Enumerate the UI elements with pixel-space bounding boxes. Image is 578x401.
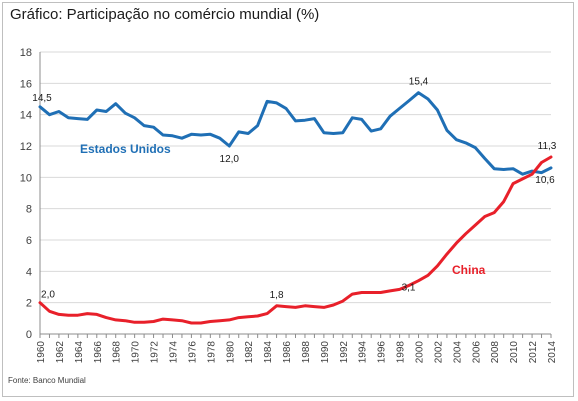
y-tick-label: 4: [26, 266, 32, 278]
x-tick-label: 1980: [225, 341, 236, 364]
x-tick-label: 2014: [547, 341, 558, 364]
data-label: 2,0: [41, 290, 55, 301]
x-tick-label: 1996: [377, 341, 388, 364]
x-tick-label: 1986: [282, 341, 293, 364]
data-label: 15,4: [409, 77, 429, 88]
y-tick-label: 16: [20, 78, 32, 90]
x-tick-label: 1978: [206, 341, 217, 364]
series-line-estados-unidos: [38, 91, 553, 176]
y-tick-label: 14: [20, 110, 32, 122]
x-tick-label: 2000: [415, 341, 426, 364]
x-tick-label: 2004: [452, 341, 463, 364]
x-tick-label: 1970: [131, 341, 142, 364]
source-note: Fonte: Banco Mundial: [8, 376, 86, 385]
x-tick-label: 1992: [339, 341, 350, 364]
x-tick-label: 2012: [528, 341, 539, 364]
series-line-china: [38, 155, 553, 325]
x-tick-label: 1976: [187, 341, 198, 364]
x-tick-label: 1990: [320, 341, 331, 364]
x-tick-label: 2002: [433, 341, 444, 364]
y-axis: 0 2 4 6 8 10 12 14 16 18: [20, 47, 41, 341]
x-tick-label: 1984: [263, 341, 274, 364]
x-tick-label: 1968: [112, 341, 123, 364]
x-tick-label: 1960: [36, 341, 47, 364]
x-tick-label: 1964: [74, 341, 85, 364]
chart-title: Gráfico: Participação no comércio mundia…: [10, 6, 320, 23]
series-label-estados-unidos: Estados Unidos: [80, 142, 171, 156]
x-tick-label: 1994: [358, 341, 369, 364]
x-tick-label: 1988: [301, 341, 312, 364]
series-label-china: China: [452, 263, 486, 277]
y-tick-label: 2: [26, 298, 32, 310]
chart-frame: [2, 2, 574, 397]
x-tick-label: 1982: [244, 341, 255, 364]
data-label: 12,0: [220, 154, 240, 165]
x-tick-label: 1962: [55, 341, 66, 364]
y-tick-label: 18: [20, 47, 32, 59]
y-tick-label: 12: [20, 141, 32, 153]
x-tick-label: 2010: [509, 341, 520, 364]
y-tick-label: 6: [26, 235, 32, 247]
data-labels: 14,5 12,0 15,4 10,6 2,0 1,8 3,1 11,3: [32, 77, 557, 301]
data-label: 1,8: [270, 290, 284, 301]
series-lines: [38, 91, 553, 325]
x-axis: 1960 1962 1964 1966 1968 1970 1972 1974 1976 1978…: [36, 334, 558, 363]
x-tick-label: 1998: [396, 341, 407, 364]
y-tick-label: 10: [20, 172, 32, 184]
x-tick-label: 1972: [150, 341, 161, 364]
x-tick-label: 2008: [490, 341, 501, 364]
x-tick-label: 1974: [168, 341, 179, 364]
x-tick-label: 2006: [471, 341, 482, 364]
y-tick-label: 8: [26, 204, 32, 216]
grid-lines: [40, 51, 551, 335]
data-label: 11,3: [538, 141, 557, 152]
data-label: 10,6: [535, 175, 555, 186]
data-label: 14,5: [32, 93, 52, 104]
y-tick-label: 0: [26, 329, 32, 341]
data-label: 3,1: [402, 283, 416, 294]
x-tick-label: 1966: [93, 341, 104, 364]
